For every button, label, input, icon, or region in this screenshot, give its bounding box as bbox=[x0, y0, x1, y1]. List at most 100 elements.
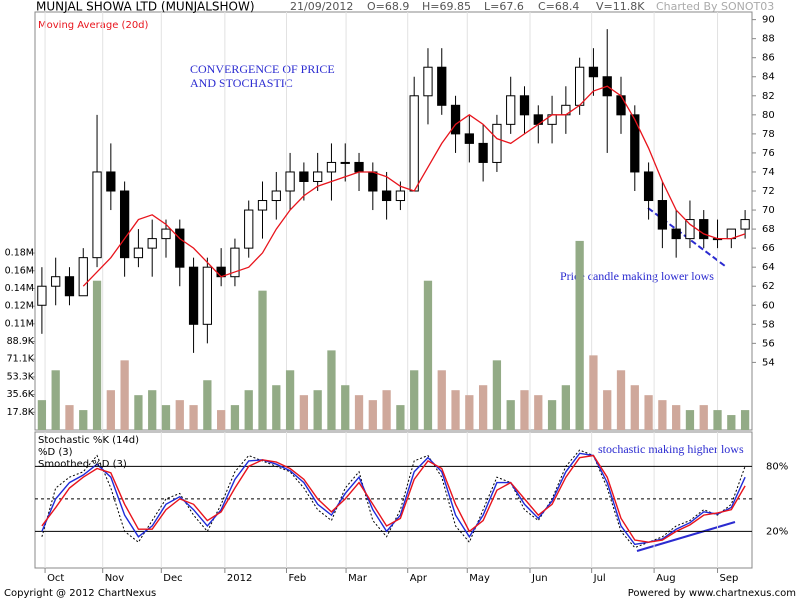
y-tick-label: 84 bbox=[762, 72, 775, 83]
y-tick-label: 80% bbox=[766, 461, 788, 472]
volume-bar bbox=[740, 410, 750, 430]
x-tick-label: Apr bbox=[410, 573, 428, 584]
volume-bar bbox=[423, 280, 433, 430]
y-tick-label: 60 bbox=[762, 300, 775, 311]
volume-bar bbox=[106, 390, 115, 430]
y-tick-label: 82 bbox=[762, 91, 775, 102]
stochastic-line bbox=[41, 454, 746, 543]
volume-bar bbox=[120, 360, 129, 430]
y-tick-label: 0.14M bbox=[5, 283, 34, 294]
candle-body bbox=[340, 161, 350, 164]
y-tick-label: 68 bbox=[762, 224, 775, 235]
x-tick-label: Dec bbox=[163, 573, 182, 584]
volume-bar bbox=[451, 390, 460, 430]
volume-bar bbox=[658, 400, 667, 430]
volume-bar bbox=[547, 400, 557, 430]
footer-copyright: Copyright @ 2012 ChartNexus bbox=[4, 588, 156, 599]
volume-bar bbox=[561, 385, 570, 430]
header-credit: Charted By SONOT03 bbox=[656, 0, 774, 13]
candle-body bbox=[671, 228, 681, 240]
volume-bar bbox=[299, 395, 309, 430]
y-tick-label: 74 bbox=[762, 167, 775, 178]
annotation: AND STOCHASTIC bbox=[190, 76, 293, 90]
candle-body bbox=[133, 247, 144, 259]
y-tick-label: 70 bbox=[762, 205, 775, 216]
price-panel bbox=[34, 11, 753, 431]
candle-body bbox=[92, 171, 102, 259]
volume-bar bbox=[589, 355, 598, 430]
y-tick-label: 53.3K bbox=[7, 371, 35, 382]
candle-body bbox=[299, 171, 309, 182]
y-tick-label: 90 bbox=[762, 15, 775, 26]
candle-body bbox=[37, 285, 47, 306]
volume-bar bbox=[244, 390, 253, 430]
candle-body bbox=[506, 95, 516, 125]
y-tick-label: 86 bbox=[762, 53, 775, 64]
annotation: stochastic making higher lows bbox=[598, 442, 744, 456]
legend-entry: %D (3) bbox=[38, 447, 73, 458]
volume-bar bbox=[203, 380, 212, 430]
volume-bar bbox=[506, 400, 515, 430]
volume-bar bbox=[672, 405, 681, 430]
x-tick-label: Mar bbox=[348, 573, 368, 584]
volume-bar bbox=[727, 415, 736, 430]
x-tick-label: Jun bbox=[531, 573, 548, 584]
volume-bar bbox=[382, 390, 391, 430]
y-tick-label: 20% bbox=[766, 526, 788, 537]
y-tick-label: 62 bbox=[762, 281, 775, 292]
y-tick-label: 35.6K bbox=[7, 389, 35, 400]
volume-bar bbox=[410, 370, 419, 430]
y-tick-label: 0.11M bbox=[5, 318, 34, 329]
y-tick-label: 71.1K bbox=[7, 354, 35, 365]
chart-title: MUNJAL SHOWA LTD (MUNJALSHOW) bbox=[36, 0, 255, 14]
volume-bar bbox=[465, 395, 474, 430]
x-tick-label: Feb bbox=[289, 573, 307, 584]
x-tick-label: Sep bbox=[720, 573, 739, 584]
candle-body bbox=[464, 133, 474, 144]
y-tick-label: 0.18M bbox=[5, 248, 34, 259]
y-tick-label: 78 bbox=[762, 129, 775, 140]
x-tick-label: May bbox=[469, 573, 490, 584]
y-tick-label: 88 bbox=[762, 34, 775, 45]
volume-bar bbox=[230, 405, 240, 430]
volume-bar bbox=[520, 390, 529, 430]
y-tick-label: 64 bbox=[762, 262, 775, 273]
x-tick-label: 2012 bbox=[227, 573, 252, 584]
volume-bar bbox=[79, 410, 88, 430]
header-close: C=68.4 bbox=[538, 0, 579, 13]
volume-bar bbox=[437, 370, 446, 430]
candle-body bbox=[368, 171, 378, 192]
candle-body bbox=[630, 114, 640, 173]
candle-body bbox=[147, 238, 157, 249]
header-volume: V=11.8K bbox=[596, 0, 645, 13]
volume-bar bbox=[217, 410, 226, 430]
candle-body bbox=[161, 228, 171, 240]
x-tick-label: Aug bbox=[656, 573, 676, 584]
x-tick-label: Oct bbox=[47, 573, 64, 584]
volume-bar bbox=[396, 405, 405, 430]
volume-bar bbox=[492, 360, 502, 430]
x-tick-label: Nov bbox=[105, 573, 125, 584]
candle-body bbox=[492, 123, 502, 163]
legend-entry: Stochastic %K (14d) bbox=[38, 435, 139, 446]
volume-bar bbox=[685, 410, 695, 430]
header-date: 21/09/2012 bbox=[290, 0, 353, 13]
volume-bar bbox=[92, 280, 102, 430]
candle-body bbox=[64, 276, 75, 297]
y-tick-label: 58 bbox=[762, 319, 775, 330]
candle-body bbox=[699, 219, 709, 240]
footer-powered: Powered by www.chartnexus.com bbox=[628, 588, 796, 599]
annotation: Price candle making lower lows bbox=[560, 269, 714, 283]
volume-bar bbox=[699, 405, 708, 430]
candle-body bbox=[643, 171, 654, 202]
volume-bar bbox=[37, 400, 47, 430]
volume-bar bbox=[189, 405, 198, 430]
volume-bar bbox=[161, 405, 171, 430]
header-high: H=69.85 bbox=[422, 0, 471, 13]
volume-bar bbox=[354, 395, 364, 430]
y-tick-label: 66 bbox=[762, 243, 775, 254]
volume-bar bbox=[630, 385, 639, 430]
